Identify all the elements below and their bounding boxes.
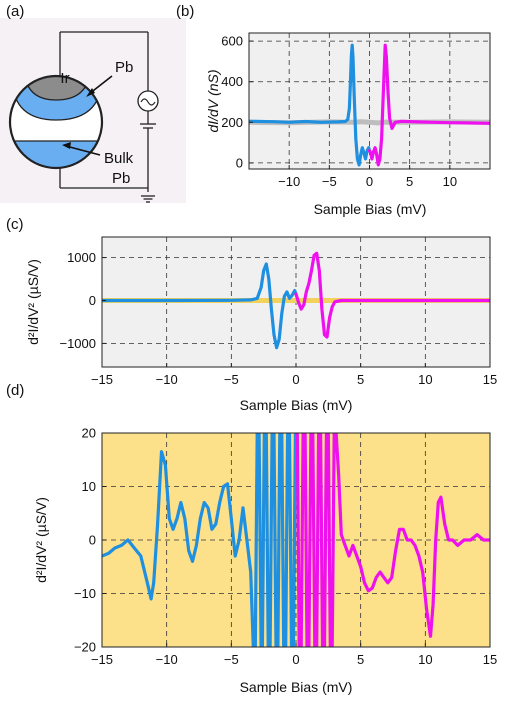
tip-label: Ir bbox=[60, 70, 69, 87]
x-tick-label: −10 bbox=[156, 372, 178, 387]
ylabel-c: d²I/dV² (µS/V) bbox=[25, 259, 41, 345]
x-tick-label: 0 bbox=[292, 372, 299, 387]
series-group-d bbox=[102, 433, 490, 647]
panel-label-b: (b) bbox=[176, 3, 194, 20]
y-tick-label: 20 bbox=[82, 426, 96, 441]
y-tick-label: 600 bbox=[221, 34, 243, 49]
ticks-b: −10 −5 0 5 10 0 200 400 600 bbox=[221, 34, 457, 189]
x-tick-label: 10 bbox=[443, 174, 457, 189]
x-tick-label: 15 bbox=[483, 652, 497, 667]
island-label: Pb bbox=[115, 59, 133, 76]
y-tick-label: −1000 bbox=[59, 336, 96, 351]
xlabel-c: Sample Bias (mV) bbox=[240, 397, 353, 413]
panel-label-a: (a) bbox=[6, 3, 24, 20]
x-tick-label: 10 bbox=[418, 372, 432, 387]
x-tick-label: −5 bbox=[322, 174, 337, 189]
ac-source bbox=[137, 90, 159, 112]
chart-c: (c) −15 −10 −5 0 5 10 15 −1000 0 1000 Sample Bias… bbox=[6, 216, 497, 413]
ylabel-b: dI/dV (nS) bbox=[205, 69, 221, 132]
annotation-arrows bbox=[62, 75, 113, 156]
circuit-wiring bbox=[59, 31, 156, 203]
x-tick-label: −10 bbox=[156, 652, 178, 667]
series-line-blue bbox=[102, 433, 297, 647]
x-tick-label: 10 bbox=[418, 652, 432, 667]
panel-label-d: (d) bbox=[6, 382, 24, 399]
ticks-c: −15 −10 −5 0 5 10 15 −1000 0 1000 bbox=[59, 250, 497, 387]
y-tick-label: 10 bbox=[82, 479, 96, 494]
bulk-label-line1: Bulk bbox=[104, 150, 134, 167]
y-tick-label: −10 bbox=[74, 586, 96, 601]
x-tick-label: −15 bbox=[91, 372, 113, 387]
x-tick-label: 15 bbox=[483, 372, 497, 387]
series-line-blue bbox=[249, 43, 372, 167]
schematic-panel: (a) bbox=[0, 3, 186, 203]
x-tick-label: 5 bbox=[357, 652, 364, 667]
series-group-c bbox=[102, 251, 490, 350]
y-tick-label: 0 bbox=[89, 533, 96, 548]
x-tick-label: −10 bbox=[278, 174, 300, 189]
y-tick-label: 400 bbox=[221, 74, 243, 89]
y-tick-label: −20 bbox=[74, 640, 96, 655]
y-tick-label: 0 bbox=[89, 293, 96, 308]
x-tick-label: 5 bbox=[406, 174, 413, 189]
x-tick-label: 5 bbox=[357, 372, 364, 387]
y-tick-label: 0 bbox=[236, 155, 243, 170]
x-tick-label: −5 bbox=[224, 652, 239, 667]
series-line-magenta bbox=[295, 433, 490, 647]
ylabel-d: d²I/dV² (µS/V) bbox=[33, 497, 49, 583]
xlabel-d: Sample Bias (mV) bbox=[240, 679, 353, 695]
x-tick-label: 0 bbox=[366, 174, 373, 189]
x-tick-label: −15 bbox=[91, 652, 113, 667]
series-line-magenta bbox=[294, 251, 490, 339]
series-group-b bbox=[249, 43, 490, 167]
x-tick-label: 0 bbox=[292, 652, 299, 667]
series-line-blue bbox=[102, 262, 298, 350]
bulk-label-line2: Pb bbox=[112, 170, 130, 187]
series-line-magenta bbox=[367, 43, 490, 167]
x-tick-label: −5 bbox=[224, 372, 239, 387]
chart-b: (b) −10 −5 0 5 10 0 200 400 600 Sample Bias (mV)… bbox=[176, 3, 491, 217]
chart-d: (d) −15 −10 −5 0 5 10 15 −20 −10 0 10 20 Sample Bia… bbox=[6, 382, 497, 695]
y-tick-label: 200 bbox=[221, 115, 243, 130]
xlabel-b: Sample Bias (mV) bbox=[314, 201, 427, 217]
ticks-d: −15 −10 −5 0 5 10 15 −20 −10 0 10 20 bbox=[74, 426, 497, 668]
y-tick-label: 1000 bbox=[67, 250, 96, 265]
panel-label-c: (c) bbox=[6, 216, 24, 233]
magnified-view bbox=[8, 74, 104, 170]
